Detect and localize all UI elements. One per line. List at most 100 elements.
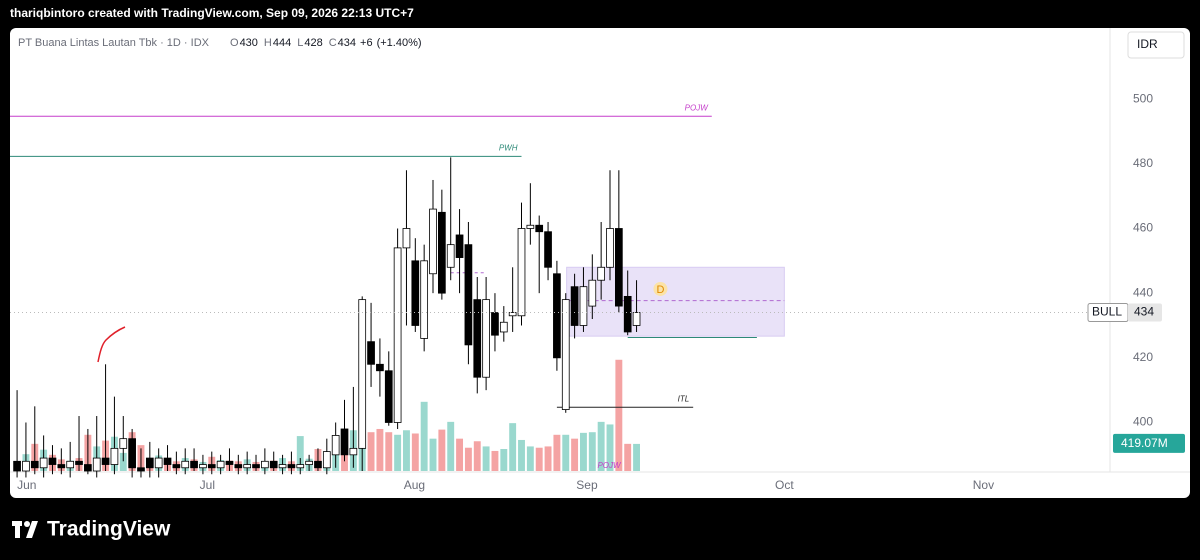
price-tag (1128, 303, 1162, 322)
candle-body (92, 457, 101, 472)
volume-bar (411, 433, 419, 471)
candle-body (48, 457, 57, 465)
currency: IDR (1137, 37, 1158, 51)
candle-body (225, 460, 234, 465)
volume-bar (509, 423, 517, 471)
level-label: ITL (678, 394, 690, 403)
pen-drawing (97, 326, 126, 363)
volume-bar (482, 446, 490, 471)
candle-body (491, 312, 499, 336)
bull-label: BULL (1092, 305, 1122, 319)
candle-body (314, 460, 322, 469)
chart-panel (10, 28, 1190, 498)
volume-bar (597, 421, 605, 471)
volume-bar (385, 432, 393, 471)
x-tick-label: Oct (775, 478, 794, 492)
brand: TradingView (47, 518, 171, 541)
candle-body (570, 286, 579, 326)
candle-body (13, 460, 21, 472)
volume-bar (500, 449, 508, 471)
candle-body (199, 464, 207, 469)
candle-body (269, 460, 278, 469)
volume-tag-label: 419.07M (1121, 436, 1168, 450)
y-tick-label: 400 (1133, 415, 1153, 429)
candle-body (464, 244, 473, 346)
x-tick-label: Sep (576, 478, 598, 492)
signal-label: D (656, 284, 664, 296)
candle-body (579, 286, 588, 326)
candle-body (84, 464, 92, 472)
candle-body (340, 428, 349, 456)
candle-body (305, 460, 313, 465)
legend-key: H (264, 37, 272, 49)
change-pct: (+1.40%) (377, 37, 422, 49)
candle-body (446, 244, 455, 268)
candle-body (482, 299, 490, 378)
candle-body (39, 457, 48, 469)
candle-body (429, 208, 437, 275)
volume-bar (403, 430, 410, 471)
volume-bar (456, 438, 464, 471)
candle-body (376, 363, 384, 372)
candle-body (66, 460, 75, 469)
legend-key: C (329, 37, 337, 49)
candle-body (614, 228, 623, 307)
legend-key: O (230, 37, 239, 49)
currency-box[interactable] (1127, 31, 1185, 59)
candle-body (145, 457, 154, 469)
volume-bar (429, 438, 437, 471)
volume-bar (606, 424, 614, 471)
candle-body (216, 460, 225, 469)
candle-body (499, 321, 508, 333)
candle-body (402, 228, 411, 249)
x-tick-label: Nov (973, 478, 994, 492)
volume-bar (473, 441, 481, 471)
candle-body (331, 435, 340, 456)
candle-body (597, 266, 606, 281)
candle-body (163, 457, 172, 465)
y-tick-label: 420 (1133, 350, 1153, 364)
candle-body (526, 224, 535, 229)
volume-bar (615, 359, 623, 471)
candle-body (632, 312, 641, 326)
volume-bar (119, 452, 127, 471)
candle-body (411, 260, 420, 326)
x-tick-label: Jun (17, 478, 36, 492)
volume-bar (562, 434, 570, 471)
candle-body (420, 260, 429, 339)
volume-annotation: POJW (597, 461, 622, 470)
legend-key: L (297, 37, 303, 49)
volume-bar (376, 428, 384, 471)
candle-body (22, 460, 30, 472)
volume-bar (633, 443, 640, 471)
candle-body (508, 312, 517, 317)
volume-bar (588, 432, 596, 471)
candle-body (252, 464, 260, 469)
candle-body (561, 299, 570, 410)
candle-body (207, 464, 216, 469)
volume-bar (420, 401, 428, 471)
volume-bar (544, 446, 552, 471)
legend-value: 428 (304, 37, 322, 49)
candle-body (473, 299, 482, 378)
candle-body (110, 447, 119, 465)
x-tick-label: Aug (404, 478, 425, 492)
legend-value: 444 (273, 37, 291, 49)
volume-bar (296, 436, 304, 471)
y-tick-label: 480 (1133, 156, 1153, 170)
header: thariqbintoro created with TradingView.c… (10, 6, 414, 20)
candle-body (243, 464, 252, 469)
candle-body (322, 451, 331, 469)
symbol: PT Buana Lintas Lautan Tbk · 1D · IDX (18, 37, 210, 49)
candle-body (296, 464, 305, 469)
signal-marker (653, 281, 668, 296)
volume-bar (464, 447, 472, 471)
candle-body (261, 460, 269, 469)
candle-body (517, 228, 526, 317)
candle-body (544, 231, 552, 268)
candle-body (57, 464, 66, 469)
y-tick-label: 460 (1133, 221, 1153, 235)
candle-body (278, 464, 287, 469)
